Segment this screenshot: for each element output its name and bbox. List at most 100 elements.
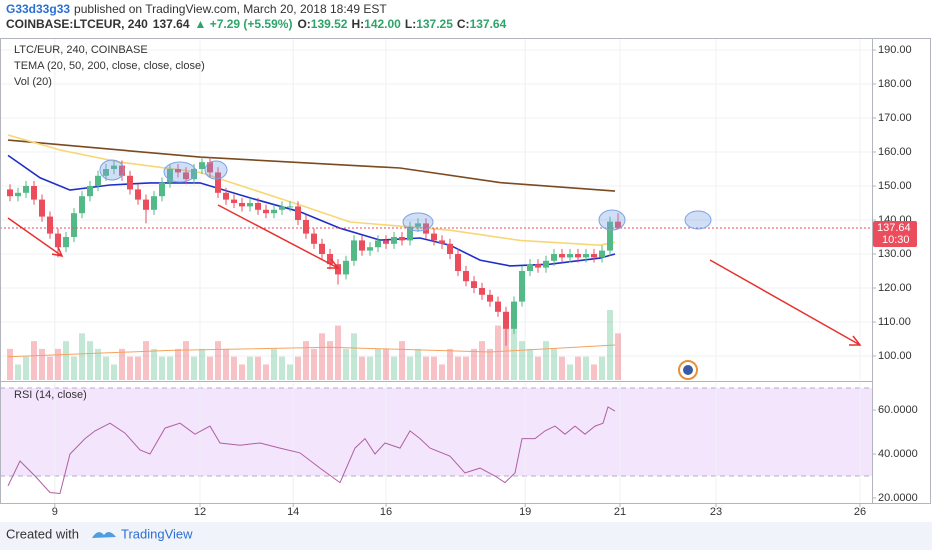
- author[interactable]: G33d33g33: [6, 2, 70, 16]
- volume-bar: [39, 348, 45, 380]
- candle-body: [407, 226, 413, 241]
- candle-body: [583, 253, 589, 258]
- candle-body: [519, 270, 525, 302]
- candle-body: [599, 250, 605, 258]
- candle-body: [111, 165, 117, 169]
- x-tick-label: 19: [519, 506, 531, 518]
- volume-bar: [191, 356, 197, 380]
- last: 137.64: [153, 17, 190, 31]
- volume-bar: [279, 356, 285, 380]
- x-tick-label: 9: [52, 506, 58, 518]
- volume-bar: [543, 341, 549, 380]
- volume-bar: [23, 356, 29, 380]
- volume-bar: [55, 348, 61, 380]
- candle-body: [399, 236, 405, 241]
- volume-bar: [391, 356, 397, 380]
- y-tick-label: 130.00: [878, 248, 912, 260]
- footer-brand[interactable]: TradingView: [121, 526, 193, 541]
- arrow: [217, 204, 340, 269]
- candle-body: [7, 189, 13, 197]
- arrows: [7, 204, 862, 346]
- candle-body: [119, 165, 125, 176]
- candle-body: [207, 162, 213, 173]
- volume-bar: [63, 341, 69, 380]
- candle-body: [591, 253, 597, 258]
- candle-body: [543, 260, 549, 268]
- volume-bar: [223, 348, 229, 380]
- candle-body: [319, 243, 325, 254]
- candle-body: [71, 213, 77, 237]
- candle-body: [271, 209, 277, 214]
- volume-bar: [375, 348, 381, 380]
- volume-bar: [407, 356, 413, 380]
- candle-body: [439, 240, 445, 244]
- candle-body: [431, 233, 437, 241]
- y-tick-label: 180.00: [878, 78, 912, 90]
- volume-bar: [455, 356, 461, 380]
- volume-bar: [559, 356, 565, 380]
- y-tick-label: 120.00: [878, 282, 912, 294]
- volume-bar: [463, 356, 469, 380]
- volume-bar: [183, 341, 189, 380]
- last-price-box: [873, 221, 917, 248]
- volume-bar: [399, 341, 405, 380]
- volume-bar: [527, 348, 533, 380]
- volume-bar: [175, 348, 181, 380]
- x-tick-label: 26: [854, 506, 866, 518]
- o-label: O:: [297, 17, 310, 31]
- candle-body: [127, 175, 133, 190]
- symbol-line: COINBASE:LTCEUR, 240 137.64 ▲ +7.29 (+5.59…: [6, 17, 507, 31]
- candle-body: [39, 199, 45, 217]
- volume-bar: [591, 364, 597, 380]
- volume-bar: [471, 348, 477, 380]
- candle-body: [215, 172, 221, 193]
- candle-body: [223, 192, 229, 200]
- candle-body: [55, 233, 61, 248]
- volume-bar: [119, 348, 125, 380]
- volume-bar: [519, 341, 525, 380]
- volume-label: Vol (20): [14, 76, 52, 88]
- volume-bar: [95, 348, 101, 380]
- candle-body: [303, 219, 309, 234]
- volume-bar: [31, 341, 37, 380]
- candle-body: [327, 253, 333, 265]
- candle-body: [615, 221, 621, 229]
- h-label: H:: [351, 17, 364, 31]
- candle-body: [47, 216, 53, 234]
- candle-body: [487, 294, 493, 302]
- candle-body: [279, 206, 285, 210]
- c-label: C:: [457, 17, 470, 31]
- x-tick-label: 14: [287, 506, 299, 518]
- candle-body: [423, 223, 429, 234]
- volume-bar: [335, 325, 341, 380]
- symbol: COINBASE:LTCEUR, 240: [6, 17, 148, 31]
- candle-body: [383, 240, 389, 244]
- candle-body: [391, 236, 397, 244]
- candle-body: [191, 168, 197, 180]
- y-tick-label: 40.0000: [878, 448, 918, 460]
- candle-body: [31, 185, 37, 200]
- last-time-label: 10:30: [882, 234, 910, 246]
- candle-body: [559, 253, 565, 258]
- volume-bar: [103, 356, 109, 380]
- candle-body: [95, 175, 101, 186]
- candle-body: [375, 240, 381, 248]
- volume-bar: [495, 325, 501, 380]
- candle-body: [287, 206, 293, 208]
- candle-body: [199, 162, 205, 169]
- candle-body: [527, 264, 533, 271]
- footer-created: Created with: [6, 526, 79, 541]
- volume-bar: [151, 348, 157, 380]
- candle-body: [167, 168, 173, 183]
- y-tick-label: 100.00: [878, 350, 912, 362]
- volume-bar: [447, 348, 453, 380]
- volume-bar: [351, 333, 357, 380]
- candle-body: [239, 202, 245, 207]
- candle-body: [231, 199, 237, 203]
- x-tick-label: 21: [614, 506, 626, 518]
- highlight: [598, 209, 626, 231]
- volume-bar: [423, 356, 429, 380]
- volume-bar: [311, 348, 317, 380]
- l: 137.25: [416, 17, 453, 31]
- y-tick-label: 190.00: [878, 44, 912, 56]
